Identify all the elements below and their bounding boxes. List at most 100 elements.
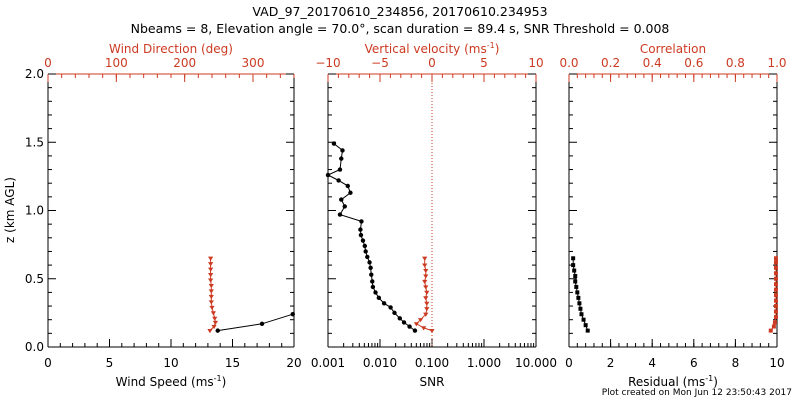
x-tick-label: 4 xyxy=(648,356,656,370)
data-point xyxy=(337,167,343,172)
data-point xyxy=(401,320,407,325)
data-point xyxy=(578,306,583,311)
x-axis-title: Residual (ms-1) xyxy=(628,374,718,389)
data-point xyxy=(381,301,387,306)
data-point xyxy=(208,278,214,283)
data-point xyxy=(345,183,350,189)
data-point xyxy=(208,283,214,289)
data-point xyxy=(583,323,588,328)
data-point xyxy=(208,273,214,278)
data-point xyxy=(212,320,219,326)
top-tick-label: 0.2 xyxy=(601,56,620,70)
data-point xyxy=(208,267,214,272)
data-point xyxy=(358,227,363,232)
data-point xyxy=(290,312,295,317)
x-tick-label: 20 xyxy=(286,356,301,370)
data-point xyxy=(429,329,435,334)
series-line-bottom xyxy=(217,313,293,332)
ylabel: z (km AGL) xyxy=(3,177,17,243)
data-point xyxy=(259,321,265,326)
top-tick-label: 0.4 xyxy=(643,56,662,70)
data-point xyxy=(574,284,579,289)
data-point xyxy=(342,204,347,209)
data-point xyxy=(331,141,337,146)
top-tick-label: −5 xyxy=(371,56,389,70)
data-point xyxy=(208,300,214,305)
x-tick-label: 10 xyxy=(163,356,178,370)
data-point xyxy=(360,238,366,243)
data-point xyxy=(209,305,215,311)
data-point xyxy=(339,197,344,202)
data-point xyxy=(337,212,343,217)
data-point xyxy=(577,301,582,306)
data-point xyxy=(573,279,578,284)
top-tick-label: −10 xyxy=(315,56,340,70)
data-point xyxy=(397,316,402,321)
data-point xyxy=(365,254,370,260)
x-tick-label: 0.010 xyxy=(363,356,397,370)
data-point xyxy=(773,276,778,281)
data-point xyxy=(773,287,778,292)
data-point xyxy=(340,148,345,153)
top-axis-title: Wind Direction (deg) xyxy=(109,42,233,56)
data-point xyxy=(772,320,777,325)
data-point xyxy=(581,317,586,322)
data-point xyxy=(339,156,344,161)
data-point xyxy=(422,256,428,261)
data-point xyxy=(362,243,367,249)
x-tick-label: 0.100 xyxy=(415,356,449,370)
data-point xyxy=(359,219,364,224)
y-tick-label: 0.5 xyxy=(25,272,44,286)
x-tick-label: 15 xyxy=(225,356,240,370)
x-tick-label: 10 xyxy=(769,356,784,370)
figure-title: VAD_97_20170610_234856, 20170610.234953 xyxy=(252,4,547,19)
data-point xyxy=(575,290,580,295)
data-point xyxy=(773,256,778,261)
panel-3: 0 2 4 6 8 10 0.0 0.2 0.4 0.6 0.8 1.0 Residual (ms-1)… xyxy=(559,42,786,389)
data-point xyxy=(579,312,584,317)
top-tick-label: 0.8 xyxy=(726,56,745,70)
top-tick-label: 5 xyxy=(480,56,488,70)
data-point xyxy=(424,290,430,295)
data-point xyxy=(370,284,376,290)
series-line-bottom xyxy=(326,143,416,331)
data-point xyxy=(413,322,419,327)
data-point xyxy=(417,318,424,323)
data-point xyxy=(367,260,372,265)
data-point xyxy=(768,328,773,333)
x-tick-label: 0 xyxy=(565,356,573,370)
data-point xyxy=(376,295,382,301)
x-tick-label: 1.000 xyxy=(467,356,501,370)
data-point xyxy=(208,294,214,300)
top-tick-label: 200 xyxy=(173,56,196,70)
data-point xyxy=(212,316,218,321)
data-point xyxy=(215,328,220,333)
data-point xyxy=(576,295,581,300)
data-point xyxy=(208,256,214,261)
figure-subtitle: Nbeams = 8, Elevation angle = 70.0°, sca… xyxy=(131,21,670,36)
data-point xyxy=(571,263,576,268)
x-axis-title: Wind Speed (ms-1) xyxy=(116,374,227,389)
y-tick-label: 1.5 xyxy=(25,135,44,149)
data-point xyxy=(369,272,374,277)
x-tick-label: 8 xyxy=(732,356,740,370)
data-point xyxy=(424,301,430,306)
data-point xyxy=(388,305,393,310)
x-tick-label: 6 xyxy=(690,356,698,370)
data-point xyxy=(363,249,368,254)
data-point xyxy=(422,279,428,285)
data-point xyxy=(773,260,778,265)
data-point xyxy=(210,311,216,316)
data-point xyxy=(773,265,778,270)
data-point xyxy=(773,271,778,276)
data-point xyxy=(423,274,429,279)
data-point xyxy=(773,282,778,287)
x-tick-label: 10.000 xyxy=(515,356,557,370)
data-point xyxy=(407,324,412,329)
data-point xyxy=(373,290,378,295)
y-tick-label: 2.0 xyxy=(25,67,44,81)
x-tick-label: 0 xyxy=(44,356,52,370)
y-tick-label: 0.0 xyxy=(25,340,44,354)
